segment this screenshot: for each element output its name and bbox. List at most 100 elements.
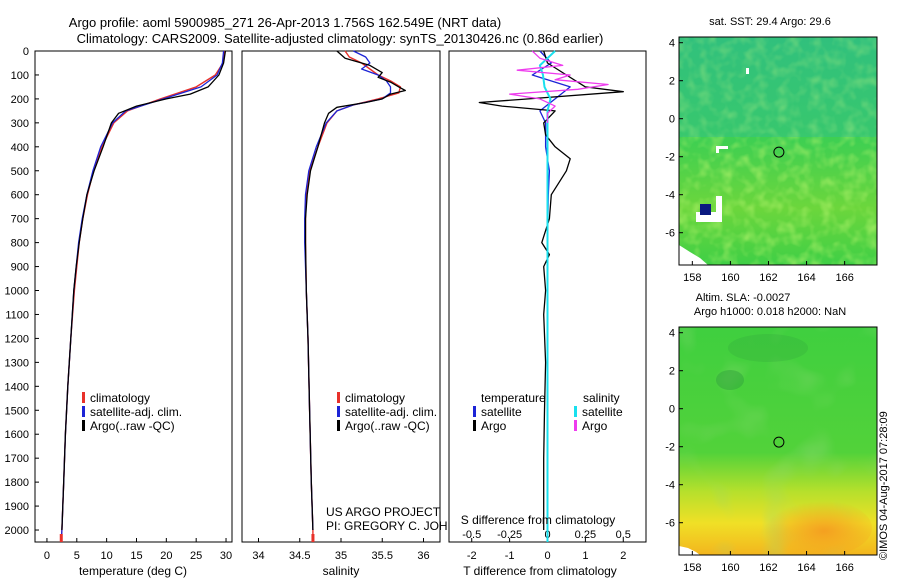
legend-label-satellite: satellite-adj. clim. bbox=[345, 405, 437, 419]
map-y-tick-label: -4 bbox=[665, 190, 675, 202]
depth-tick-label: 600 bbox=[11, 190, 29, 202]
s-difference-label: S difference from climatology bbox=[461, 513, 616, 527]
temperature-x-tick-label: 20 bbox=[160, 550, 172, 562]
legend-label-s-satellite: satellite bbox=[582, 405, 623, 419]
temperature-legend: climatology satellite-adj. clim. Argo(..… bbox=[82, 391, 182, 433]
salinity-x-tick-label: 35.5 bbox=[372, 550, 393, 562]
map-x-tick-label: 160 bbox=[721, 562, 739, 574]
legend-label-t-argo: Argo bbox=[481, 419, 507, 433]
map-y-tick-label: 4 bbox=[669, 38, 675, 50]
sla-map: Altim. SLA: -0.0027 Argo h1000: 0.018 h2… bbox=[665, 292, 878, 574]
map-y-tick-label: -6 bbox=[665, 518, 675, 530]
salinity-x-tick-label: 36 bbox=[417, 550, 429, 562]
land-mask bbox=[679, 245, 708, 265]
salinity-x-tick-label: 34.5 bbox=[289, 550, 310, 562]
sst-map: sat. SST: 29.4 Argo: 29.6 158 160 162 164 16… bbox=[665, 16, 878, 284]
legend-header-salinity: salinity bbox=[583, 391, 620, 405]
depth-tick-label: 1000 bbox=[5, 286, 29, 298]
difference-x-tick-label: 2 bbox=[620, 550, 626, 562]
legend-swatch-s-argo bbox=[574, 420, 577, 431]
s-diff-tick-label: -0.5 bbox=[462, 529, 481, 541]
map-y-tick-label: 2 bbox=[669, 76, 675, 88]
map-y-tick-label: -6 bbox=[665, 228, 675, 240]
legend-label-argo: Argo(..raw -QC) bbox=[90, 419, 175, 433]
salinity-x-tick-label: 35 bbox=[335, 550, 347, 562]
map-x-tick-label: 164 bbox=[797, 272, 815, 284]
project-label: US ARGO PROJECT bbox=[326, 505, 441, 519]
legend-label-argo: Argo(..raw -QC) bbox=[345, 419, 430, 433]
depth-tick-label: 1800 bbox=[5, 477, 29, 489]
map-x-tick-label: 158 bbox=[683, 272, 701, 284]
map-y-tick-label: 0 bbox=[669, 114, 675, 126]
difference-x-tick-label: 0 bbox=[544, 550, 550, 562]
map-y-tick-label: 4 bbox=[669, 328, 675, 340]
salinity-series-argo-raw-qc- bbox=[304, 50, 406, 531]
depth-tick-label: 400 bbox=[11, 142, 29, 154]
s-diff-tick-label: 0.5 bbox=[616, 529, 631, 541]
sst-field bbox=[679, 37, 877, 265]
temperature-x-tick-label: 10 bbox=[101, 550, 113, 562]
pi-label: PI: GREGORY C. JOHNSON bbox=[326, 519, 482, 533]
depth-tick-label: 1400 bbox=[5, 381, 29, 393]
depth-tick-label: 1500 bbox=[5, 405, 29, 417]
temperature-x-tick-label: 15 bbox=[130, 550, 142, 562]
legend-label-climatology: climatology bbox=[345, 391, 405, 405]
figure-title-line2: Climatology: CARS2009. Satellite-adjuste… bbox=[77, 31, 604, 46]
depth-tick-label: 100 bbox=[11, 70, 29, 82]
argo-location-marker bbox=[773, 436, 785, 448]
temperature-bottom-marker bbox=[59, 534, 63, 542]
sla-map-title-line1: Altim. SLA: -0.0027 bbox=[696, 292, 791, 304]
map-y-tick-label: -2 bbox=[665, 442, 675, 454]
legend-swatch-t-satellite bbox=[473, 406, 476, 417]
depth-tick-label: 2000 bbox=[5, 525, 29, 537]
salinity-legend: climatology satellite-adj. clim. Argo(..… bbox=[337, 391, 437, 433]
legend-swatch-argo bbox=[337, 420, 340, 431]
depth-tick-label: 700 bbox=[11, 214, 29, 226]
temperature-series-argo-raw-qc- bbox=[61, 50, 227, 531]
depth-tick-label: 1300 bbox=[5, 357, 29, 369]
depth-tick-label: 300 bbox=[11, 118, 29, 130]
temperature-x-tick-label: 25 bbox=[190, 550, 202, 562]
sla-map-title-line2: Argo h1000: 0.018 h2000: NaN bbox=[694, 306, 846, 318]
depth-tick-label: 1600 bbox=[5, 429, 29, 441]
salinity-panel: 34 34.5 35 35.5 36 climatology satellite-adj… bbox=[241, 50, 482, 578]
salinity-plot-frame bbox=[241, 50, 441, 543]
depth-tick-label: 200 bbox=[11, 94, 29, 106]
difference-x-tick-label: 1 bbox=[582, 550, 588, 562]
temperature-x-tick-label: 0 bbox=[44, 550, 50, 562]
map-x-tick-label: 166 bbox=[835, 272, 853, 284]
sst-cold-patch bbox=[700, 204, 711, 215]
depth-tick-label: 0 bbox=[23, 46, 29, 58]
argo-location-marker bbox=[773, 146, 785, 158]
map-x-tick-label: 166 bbox=[835, 562, 853, 574]
copyright-label: ©IMOS 04-Aug-2017 07:28:09 bbox=[878, 411, 890, 560]
depth-axis: 0 100 200 300 400 500 600 700 800 900 1000 1100 1200… bbox=[5, 46, 39, 537]
map-x-tick-label: 164 bbox=[797, 562, 815, 574]
temperature-panel: 0100200300400500600700800900100011001200… bbox=[5, 46, 233, 578]
difference-series-temperature-argo bbox=[478, 50, 624, 530]
legend-swatch-argo bbox=[82, 420, 85, 431]
salinity-x-tick-label: 34 bbox=[252, 550, 264, 562]
map-x-tick-label: 162 bbox=[759, 562, 777, 574]
legend-swatch-s-satellite bbox=[574, 406, 577, 417]
salinity-bottom-marker bbox=[311, 534, 315, 542]
map-y-tick-label: -4 bbox=[665, 480, 675, 492]
depth-tick-label: 800 bbox=[11, 238, 29, 250]
legend-label-t-satellite: satellite bbox=[481, 405, 522, 419]
temperature-plot-frame bbox=[34, 50, 233, 543]
land-mask bbox=[679, 546, 700, 555]
figure-title-line1: Argo profile: aoml 5900985_271 26-Apr-20… bbox=[69, 15, 501, 30]
t-difference-label: T difference from climatology bbox=[463, 564, 617, 578]
map-y-tick-label: 2 bbox=[669, 366, 675, 378]
difference-series-salinity-argo bbox=[508, 50, 609, 123]
difference-legend: temperature salinity satellite Argo sate… bbox=[473, 391, 623, 433]
map-x-tick-label: 160 bbox=[721, 272, 739, 284]
depth-tick-label: 1700 bbox=[5, 453, 29, 465]
map-y-tick-label: -2 bbox=[665, 152, 675, 164]
legend-header-temperature: temperature bbox=[481, 391, 546, 405]
difference-panel: -2 -1 0 1 2 -0.5 -0.25 0 0.25 0.5 temperature sa… bbox=[448, 50, 647, 578]
depth-tick-label: 500 bbox=[11, 166, 29, 178]
land-mask bbox=[696, 196, 722, 222]
sla-field bbox=[679, 327, 877, 555]
legend-swatch-satellite bbox=[82, 406, 85, 417]
